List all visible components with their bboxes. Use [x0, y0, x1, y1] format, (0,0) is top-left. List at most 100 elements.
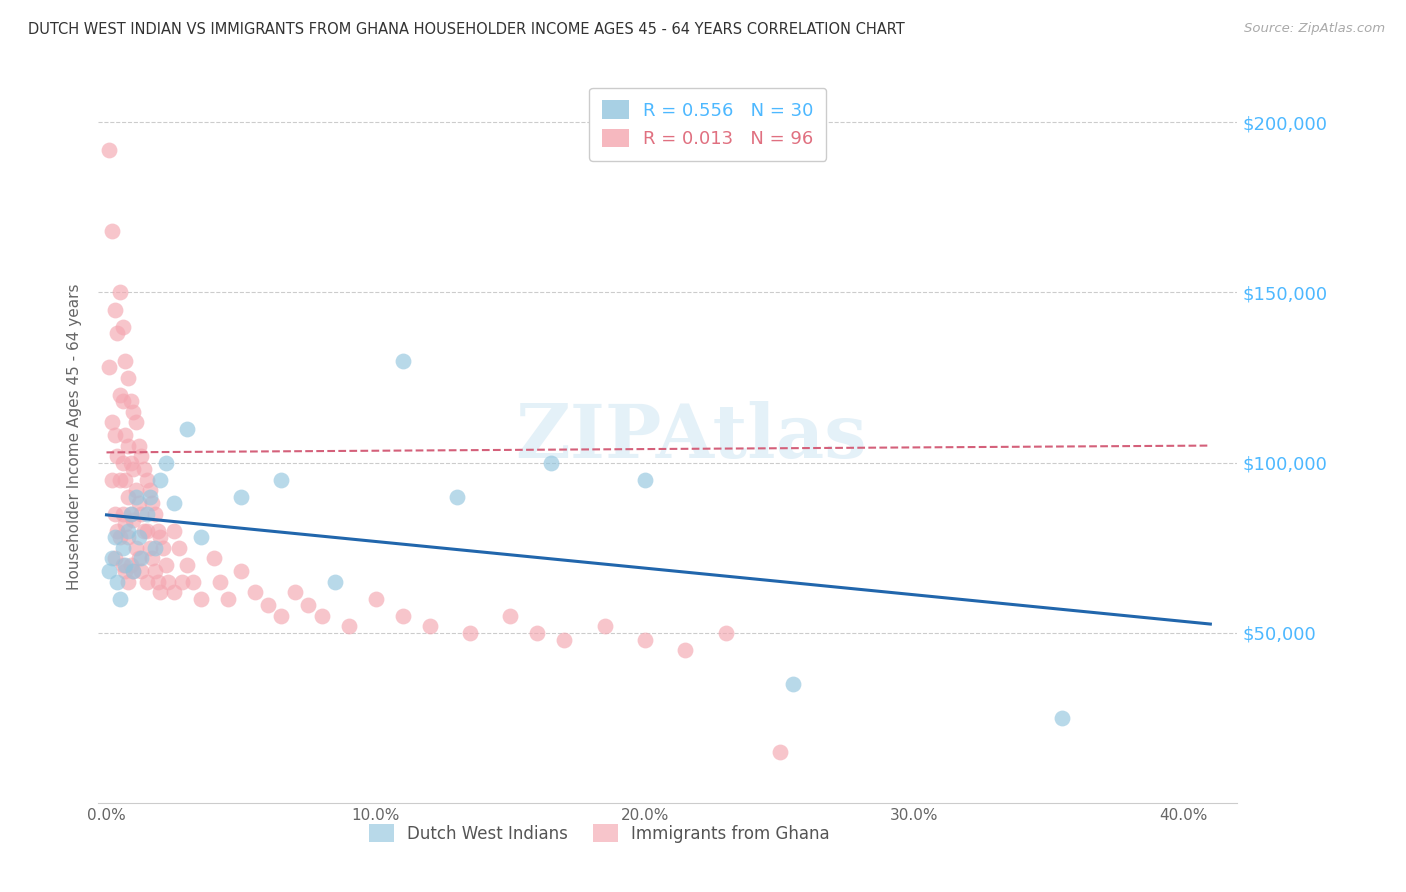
- Point: [141, 550, 163, 565]
- Point: [114, 558, 136, 572]
- Text: DUTCH WEST INDIAN VS IMMIGRANTS FROM GHANA HOUSEHOLDER INCOME AGES 45 - 64 YEARS: DUTCH WEST INDIAN VS IMMIGRANTS FROM GHA…: [28, 22, 905, 37]
- Point: [526, 625, 548, 640]
- Point: [135, 524, 157, 538]
- Point: [190, 591, 212, 606]
- Point: [337, 619, 360, 633]
- Point: [143, 541, 166, 555]
- Point: [768, 745, 790, 759]
- Point: [114, 565, 136, 579]
- Point: [114, 516, 136, 531]
- Point: [135, 507, 157, 521]
- Point: [117, 531, 139, 545]
- Point: [117, 574, 139, 589]
- Point: [163, 524, 186, 538]
- Point: [391, 353, 413, 368]
- Point: [458, 625, 481, 640]
- Point: [101, 415, 124, 429]
- Point: [128, 496, 150, 510]
- Point: [243, 585, 266, 599]
- Point: [297, 599, 319, 613]
- Point: [108, 531, 131, 545]
- Point: [111, 507, 134, 521]
- Point: [284, 585, 307, 599]
- Point: [446, 490, 468, 504]
- Point: [141, 496, 163, 510]
- Point: [143, 565, 166, 579]
- Point: [170, 574, 193, 589]
- Point: [122, 404, 145, 418]
- Point: [134, 462, 156, 476]
- Point: [105, 326, 128, 341]
- Point: [149, 531, 172, 545]
- Point: [122, 565, 145, 579]
- Point: [114, 473, 136, 487]
- Point: [146, 524, 169, 538]
- Point: [540, 456, 562, 470]
- Point: [163, 585, 186, 599]
- Point: [108, 591, 131, 606]
- Point: [105, 449, 128, 463]
- Legend: Dutch West Indians, Immigrants from Ghana: Dutch West Indians, Immigrants from Ghan…: [363, 818, 837, 849]
- Point: [117, 439, 139, 453]
- Point: [101, 224, 124, 238]
- Text: ZIPAtlas: ZIPAtlas: [515, 401, 866, 474]
- Point: [714, 625, 737, 640]
- Point: [114, 353, 136, 368]
- Point: [152, 541, 174, 555]
- Point: [128, 550, 150, 565]
- Point: [131, 449, 153, 463]
- Point: [125, 541, 148, 555]
- Point: [120, 507, 142, 521]
- Point: [111, 456, 134, 470]
- Point: [103, 550, 125, 565]
- Point: [114, 428, 136, 442]
- Point: [111, 558, 134, 572]
- Point: [135, 574, 157, 589]
- Point: [135, 473, 157, 487]
- Point: [163, 496, 186, 510]
- Point: [122, 565, 145, 579]
- Point: [98, 143, 121, 157]
- Point: [125, 483, 148, 497]
- Point: [125, 490, 148, 504]
- Point: [98, 565, 121, 579]
- Point: [103, 428, 125, 442]
- Point: [117, 370, 139, 384]
- Point: [202, 550, 225, 565]
- Point: [134, 524, 156, 538]
- Point: [131, 550, 153, 565]
- Point: [229, 565, 252, 579]
- Point: [782, 677, 804, 691]
- Point: [176, 421, 198, 435]
- Point: [155, 456, 177, 470]
- Point: [128, 439, 150, 453]
- Point: [111, 319, 134, 334]
- Point: [217, 591, 239, 606]
- Point: [117, 490, 139, 504]
- Point: [128, 531, 150, 545]
- Point: [138, 483, 160, 497]
- Point: [108, 387, 131, 401]
- Point: [553, 632, 575, 647]
- Point: [634, 473, 657, 487]
- Point: [120, 558, 142, 572]
- Point: [146, 574, 169, 589]
- Point: [105, 524, 128, 538]
- Point: [120, 507, 142, 521]
- Point: [311, 608, 333, 623]
- Point: [103, 531, 125, 545]
- Point: [190, 531, 212, 545]
- Point: [98, 360, 121, 375]
- Point: [208, 574, 231, 589]
- Point: [138, 541, 160, 555]
- Point: [120, 456, 142, 470]
- Point: [181, 574, 204, 589]
- Point: [1052, 711, 1074, 725]
- Point: [149, 473, 172, 487]
- Point: [111, 394, 134, 409]
- Point: [325, 574, 347, 589]
- Point: [157, 574, 180, 589]
- Point: [108, 285, 131, 300]
- Point: [120, 394, 142, 409]
- Point: [155, 558, 177, 572]
